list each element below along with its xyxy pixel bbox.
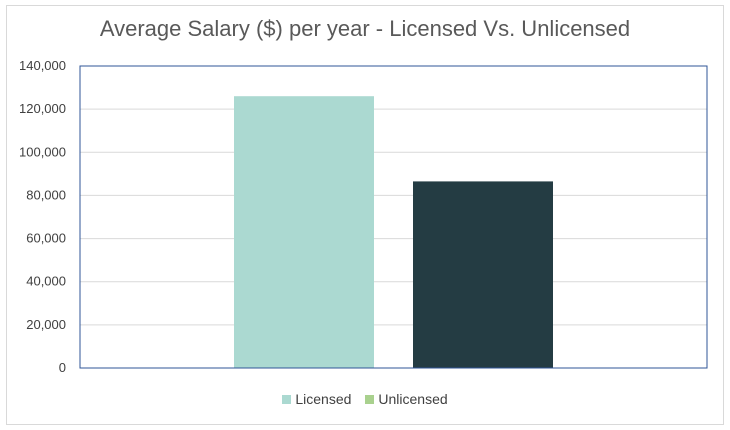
y-tick-label: 80,000 (26, 187, 66, 202)
legend-item-unlicensed: Unlicensed (365, 391, 448, 407)
chart-title: Average Salary ($) per year - Licensed V… (99, 16, 631, 41)
bars (234, 96, 553, 368)
legend-label-unlicensed: Unlicensed (378, 391, 448, 407)
y-tick-label: 20,000 (26, 317, 66, 332)
y-tick-label: 0 (59, 360, 66, 375)
y-axis-tick-labels: 0 20,000 40,000 60,000 80,000 100,000 120,000 1… (19, 58, 66, 375)
y-tick-label: 100,000 (19, 144, 66, 159)
legend-swatch-unlicensed (365, 394, 375, 404)
legend-label-licensed: Licensed (295, 391, 352, 407)
legend: Licensed Unlicensed (0, 391, 730, 407)
legend-item-licensed: Licensed (282, 391, 351, 407)
y-tick-label: 140,000 (19, 58, 66, 73)
bar-licensed (234, 96, 374, 368)
bar-unlicensed (413, 181, 553, 368)
y-tick-label: 120,000 (19, 101, 66, 116)
plot-area-border (79, 65, 708, 369)
y-tick-label: 60,000 (26, 231, 66, 246)
legend-swatch-licensed (282, 394, 292, 404)
gridlines (80, 65, 707, 369)
y-tick-label: 40,000 (26, 274, 66, 289)
